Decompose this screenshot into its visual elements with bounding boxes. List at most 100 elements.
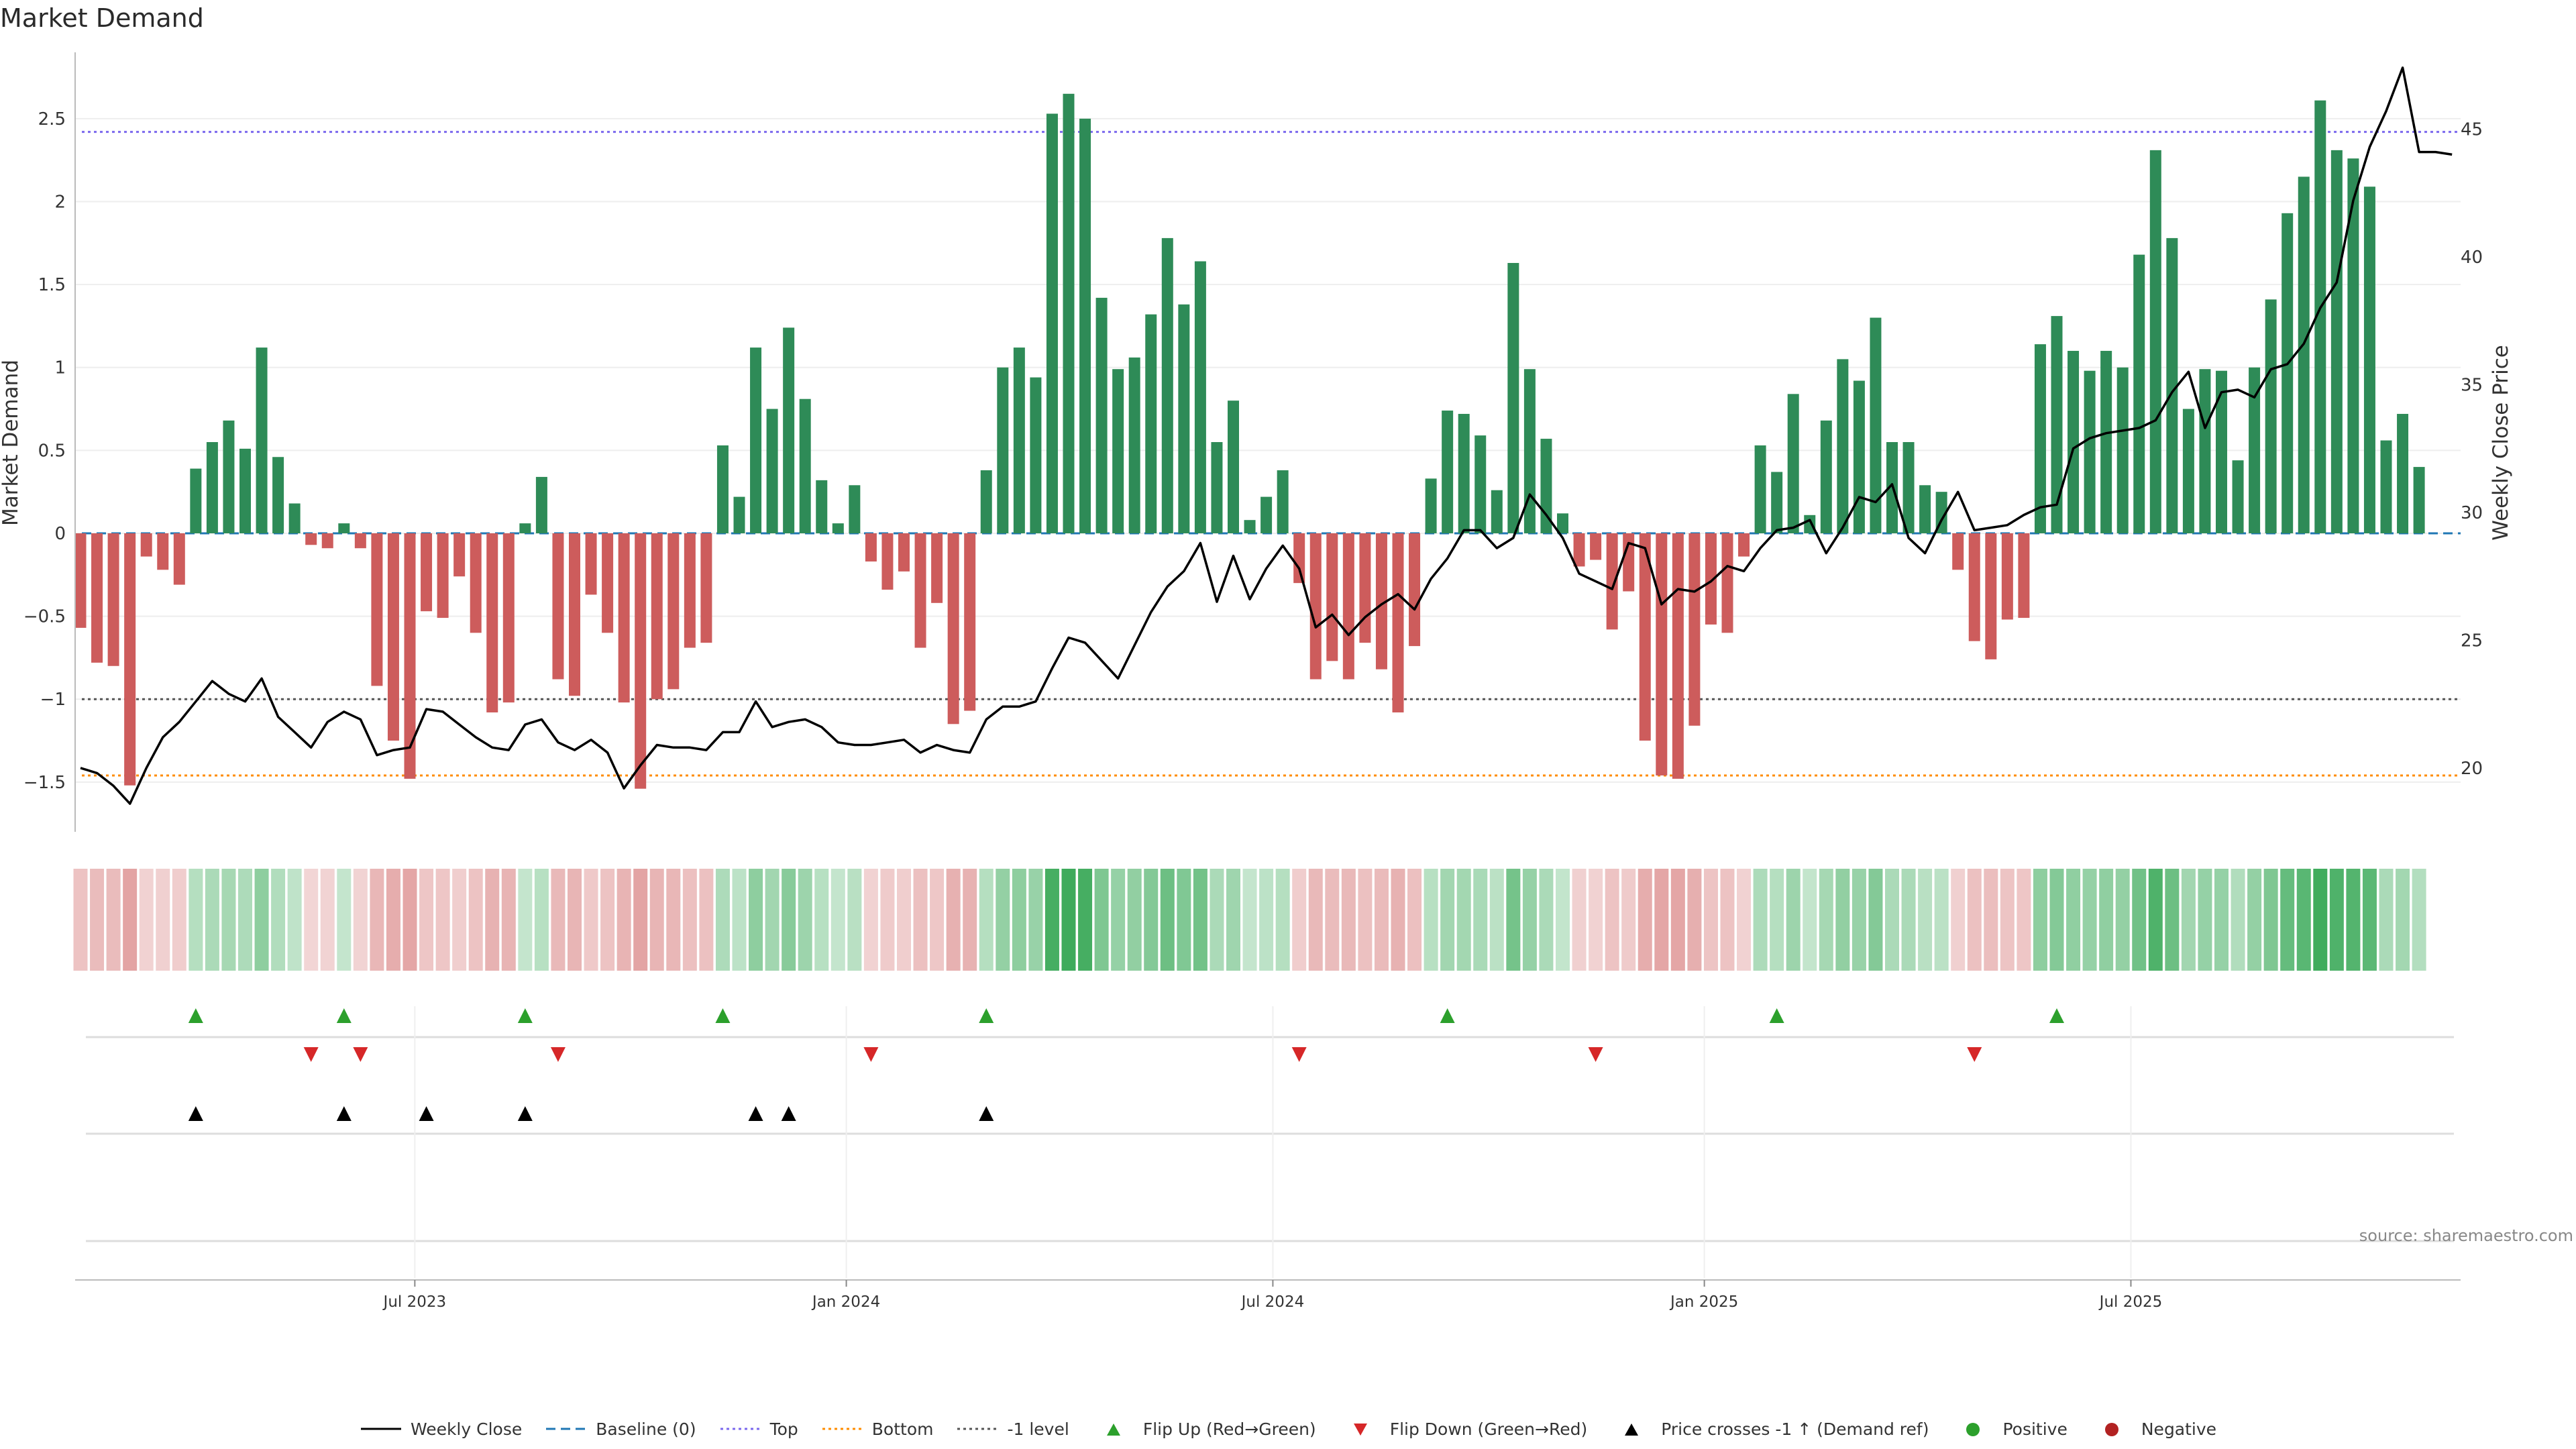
heat-cell [1918,869,1933,971]
demand-bar [190,468,202,533]
demand-bar [1309,533,1322,680]
demand-bar [1013,347,1025,533]
heat-cell [1621,869,1636,971]
demand-bar [2116,367,2129,533]
heat-cell [1061,869,1076,971]
legend-item-weekly-close: Weekly Close [360,1419,522,1439]
heat-cell [996,869,1010,971]
demand-bar [1557,513,1568,533]
heat-cell [435,869,450,971]
demand-bar [1639,533,1651,741]
legend-symbol [720,1428,761,1430]
demand-bar [1228,400,1239,533]
price-line [80,66,2453,805]
demand-bar [1705,533,1717,625]
legend-symbol [360,1428,401,1430]
demand-bar [1145,314,1157,533]
demand-bar [2166,237,2178,533]
demand-bar [684,533,696,648]
heat-cell [1242,869,1257,971]
heat-cell [2082,869,2097,971]
demand-bar [519,523,531,533]
demand-bar [980,470,992,533]
demand-bar [486,533,498,712]
heat-cell [979,869,994,971]
heat-strip [73,869,2426,971]
heat-cell [782,869,796,971]
demand-bar [1837,359,1849,533]
x-tick-label: Jul 2025 [2098,1293,2163,1311]
legend-label: Positive [2002,1419,2068,1439]
heat-cell [1391,869,1405,971]
heat-cell [1901,869,1916,971]
flip-down-marker [550,1047,566,1062]
heat-cell [1456,869,1471,971]
legend-label: Flip Down (Green→Red) [1389,1419,1588,1439]
demand-bar [1507,262,1519,533]
flip-down-marker [1291,1047,1307,1062]
heat-cell [2099,869,2114,971]
source-note: source: sharemaestro.com [2359,1226,2573,1245]
legend: Weekly Close Baseline (0) Top Bottom -1 leve… [0,1419,2576,1441]
demand-bar [1606,533,1618,630]
demand-bar [2413,467,2425,533]
heat-cell [90,869,105,971]
y2-tick-label: 45 [2461,119,2483,140]
demand-bar [1721,533,1733,633]
y-tick-label: 2.5 [38,109,66,129]
heat-cell [2214,869,2229,971]
legend-item-negative: Negative [2090,1419,2216,1439]
demand-bar [1656,533,1668,775]
heat-cell [1687,869,1702,971]
heat-cell [370,869,384,971]
demand-bar [1935,492,1947,533]
heat-cell [2066,869,2081,971]
weekly-close-line [80,66,2453,805]
heat-cell [1885,869,1899,971]
heat-cell [1358,869,1373,971]
event-markers [86,1006,2454,1278]
demand-bar [1359,533,1371,643]
heat-cell [913,869,928,971]
heat-cell [2263,869,2278,971]
heat-cell [1967,869,1982,971]
demand-bar [1804,515,1816,533]
demand-bar [1523,369,1536,533]
demand-bar [1919,485,1931,533]
heat-cell [1094,869,1109,971]
demand-bar [206,442,218,533]
heat-cell [880,869,895,971]
demand-bar [2034,344,2046,533]
demand-bar [1260,496,1273,533]
demand-bar [157,533,169,570]
legend-item-top: Top [719,1419,798,1439]
heat-cell [501,869,516,971]
demand-bar [2199,369,2211,533]
heat-cell [699,869,714,971]
heat-cell [666,869,681,971]
heat-cell [1440,869,1455,971]
y-axis-right: 45 40 35 30 25 20 [2461,119,2483,778]
demand-bar [1688,533,1701,726]
x-tick-label: Jul 2024 [1240,1293,1305,1311]
heat-cell [353,869,368,971]
heat-cell [633,869,648,971]
heat-cell [402,869,417,971]
x-axis: Jul 2023 Jan 2024 Jul 2024 Jan 2025 Jul 2025 [75,1279,2461,1311]
heat-cell [1803,869,1817,971]
heat-cell [2362,869,2377,971]
legend-label: Weekly Close [410,1419,523,1439]
demand-bar [700,533,712,643]
legend-item-positive: Positive [1951,1419,2068,1439]
heat-cell [419,869,434,971]
heat-cell [2033,869,2047,971]
heat-cell [1127,869,1142,971]
demand-bar [997,367,1009,533]
heat-cell [1720,869,1735,971]
demand-bar [849,485,861,533]
demand-bar [1442,411,1454,533]
demand-bars [74,93,2425,789]
demand-bar [1375,533,1387,669]
flip-down-marker [1588,1047,1603,1062]
heat-cell [749,869,763,971]
